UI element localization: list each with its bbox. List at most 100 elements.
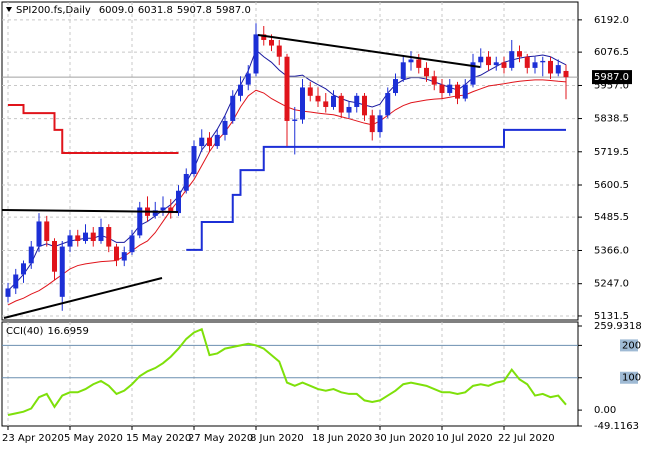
candle-body — [439, 84, 445, 94]
candle-body — [98, 227, 104, 241]
candle-body — [447, 84, 453, 94]
candle-body — [222, 120, 228, 135]
y-tick-label: 5838.5 — [594, 114, 629, 125]
candle-body — [59, 246, 65, 297]
y-tick-label: -49.1163 — [594, 421, 639, 432]
candle-body — [199, 137, 205, 147]
y-tick-label: 5366.0 — [594, 245, 629, 256]
candle-body — [52, 240, 57, 272]
candle-body — [276, 45, 282, 57]
candle-body — [21, 263, 26, 275]
candle-body — [214, 134, 220, 147]
candle-body — [548, 60, 553, 74]
candle-body — [493, 62, 499, 66]
level-box — [620, 339, 638, 352]
candle-body — [362, 95, 367, 116]
candle-body — [501, 62, 507, 68]
x-tick-label: 5 May 2020 — [64, 433, 123, 444]
candle-body — [307, 87, 313, 96]
candle-body — [121, 252, 127, 261]
candle-body — [129, 235, 135, 253]
trend-line — [1, 209, 179, 213]
candle-body — [238, 84, 243, 96]
candle-body — [83, 232, 88, 241]
candle-body — [377, 115, 383, 133]
x-tick-label: 10 Jul 2020 — [436, 433, 493, 444]
candle-body — [284, 56, 290, 121]
y-tick-label: 0.00 — [594, 405, 616, 416]
candle-body — [191, 146, 197, 174]
menu-arrow — [6, 7, 12, 12]
ohlc-value: 5907.8 — [177, 5, 212, 16]
candle-body — [517, 51, 522, 57]
candle-body — [331, 95, 336, 107]
candle-body — [261, 34, 267, 40]
y-tick-label: 5131.5 — [594, 311, 629, 322]
candle-body — [207, 137, 212, 147]
plot-layer — [2, 2, 578, 426]
level-box — [620, 371, 638, 384]
y-tick-label: 5485.5 — [594, 212, 629, 223]
candle-body — [385, 93, 391, 116]
stop-line — [8, 104, 179, 155]
cci-line — [7, 327, 567, 416]
candle-body — [555, 65, 561, 74]
cci-pane — [1, 321, 579, 427]
candle-body — [478, 56, 484, 63]
current-price-label: 5987.0 — [594, 72, 629, 83]
candle-body — [253, 34, 259, 74]
candle-body — [524, 56, 530, 68]
candle-body — [354, 95, 360, 107]
candle-body — [470, 62, 476, 85]
x-tick-label: 30 Jun 2020 — [374, 433, 434, 444]
y-tick-label: 5600.5 — [594, 180, 629, 191]
candle-body — [44, 221, 50, 241]
candle-body — [424, 67, 429, 77]
trend-line — [3, 277, 163, 319]
candle-body — [245, 73, 251, 85]
candle-body — [28, 246, 34, 264]
chart-title: SPI200.fs,Daily — [16, 5, 91, 16]
candle-body — [75, 235, 81, 241]
candle-body — [160, 207, 166, 211]
x-tick-label: 18 Jun 2020 — [312, 433, 372, 444]
y-tick-label: 6192.0 — [594, 15, 629, 26]
candle-body — [431, 76, 437, 85]
current-price-box — [592, 70, 632, 85]
candle-body — [106, 227, 112, 247]
y-tick-label: 5247.0 — [594, 279, 629, 290]
candle-body — [486, 56, 491, 66]
candle-body — [338, 95, 344, 113]
candle-body — [540, 60, 546, 63]
candle-body — [346, 106, 352, 113]
candle-body — [13, 274, 19, 289]
ohlc-value: 6031.8 — [138, 5, 173, 16]
candle-body — [90, 232, 96, 241]
candle-body — [292, 119, 298, 121]
price-pane — [1, 1, 579, 321]
x-tick-label: 8 Jun 2020 — [250, 433, 304, 444]
ohlc-value: 5987.0 — [216, 5, 251, 16]
candle-body — [400, 62, 406, 80]
candle-body — [5, 288, 11, 297]
candle-body — [168, 207, 174, 214]
candle-body — [563, 70, 569, 78]
candle-body — [532, 62, 538, 68]
x-tick-label: 27 May 2020 — [188, 433, 253, 444]
x-tick-label: 23 Apr 2020 — [2, 433, 64, 444]
y-tick-label: 5957.0 — [594, 80, 629, 91]
candle-body — [176, 190, 181, 214]
candle-body — [416, 59, 422, 68]
x-tick-label: 15 May 2020 — [126, 433, 191, 444]
candle-body — [408, 59, 414, 63]
stop-line — [186, 128, 566, 251]
candle-body — [323, 101, 329, 107]
y-tick-label: 6076.5 — [594, 47, 629, 58]
candle-body — [183, 173, 189, 191]
candle-body — [300, 87, 305, 120]
candle-body — [67, 235, 73, 247]
cci-title: CCI(40) — [6, 326, 44, 337]
candle-body — [152, 210, 158, 216]
